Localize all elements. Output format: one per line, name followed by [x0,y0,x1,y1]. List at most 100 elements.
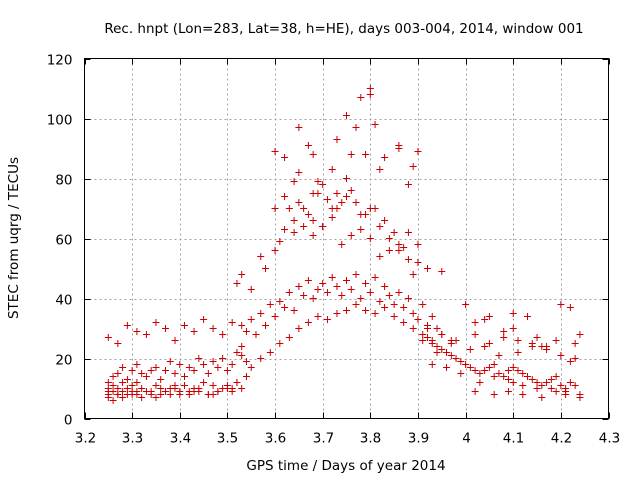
data-point [447,352,455,359]
data-point [223,367,231,374]
data-point [509,379,517,386]
data-point [138,394,146,401]
data-point [109,388,117,395]
data-point [457,370,465,377]
data-point [133,388,141,395]
data-point [538,382,546,389]
data-point [504,388,512,395]
data-point [133,328,141,335]
y-tick-label: 20 [55,353,72,369]
data-point [366,289,374,296]
data-point [381,283,389,290]
data-point [400,244,408,251]
data-point [481,343,489,350]
data-point [247,364,255,371]
data-point [142,331,150,338]
data-point [304,319,312,326]
data-point [524,373,532,380]
data-point [233,280,241,287]
data-point [414,241,422,248]
data-point [257,253,265,260]
data-point [309,232,317,239]
data-point [409,310,417,317]
data-point [281,226,289,233]
data-point [447,337,455,344]
y-axis-label: STEC from uqrg / TECUs [6,157,22,319]
data-point [395,289,403,296]
data-point [371,121,379,128]
data-point [400,304,408,311]
data-point [133,361,141,368]
data-point [319,223,327,230]
data-point [333,190,341,197]
data-point [161,388,169,395]
data-point [471,388,479,395]
data-point [547,385,555,392]
data-point [328,166,336,173]
data-point [485,340,493,347]
data-point [519,370,527,377]
data-point [462,361,470,368]
data-point [109,373,117,380]
data-point [323,316,331,323]
data-point [238,271,246,278]
data-point [309,151,317,158]
data-point [343,175,350,182]
data-point [147,367,155,374]
y-tick-label: 40 [55,293,72,309]
data-point [371,310,379,317]
data-point [519,391,527,398]
data-point [514,349,522,356]
data-point [533,385,541,392]
data-point [414,148,422,155]
data-point [128,367,136,374]
data-point [338,292,346,299]
data-point [309,295,317,302]
data-point [390,313,398,320]
data-point [500,334,508,341]
data-point [285,205,293,212]
data-point [428,313,436,320]
data-point [152,382,160,389]
data-point [433,349,441,356]
data-point [438,346,446,353]
data-point [438,268,446,275]
data-point [395,247,403,254]
data-point [214,388,222,395]
data-point [171,370,179,377]
data-point [152,364,160,371]
data-point [195,385,203,392]
data-point [314,286,322,293]
data-point [366,235,374,242]
data-point [471,331,479,338]
data-point [404,229,412,236]
data-point [300,292,308,299]
data-point [233,349,241,356]
x-tick-label: 3.5 [217,431,238,447]
data-point [109,397,117,404]
data-point [276,340,284,347]
data-point [238,385,246,392]
data-point [123,385,131,392]
data-point [295,283,303,290]
data-point [133,379,141,386]
data-point [114,391,122,398]
data-point [462,301,470,308]
data-point [209,382,217,389]
data-point [209,358,217,365]
data-point [219,331,227,338]
data-point [500,373,508,380]
data-point [242,358,250,365]
data-point [509,364,517,371]
data-point [428,361,436,368]
y-tick-label: 60 [55,233,72,249]
data-point [557,382,565,389]
data-point [266,349,274,356]
data-point [285,289,293,296]
data-point [352,124,360,131]
data-point [481,316,489,323]
data-point [271,247,279,254]
data-point [566,358,574,365]
data-point [423,334,431,341]
data-point [528,340,536,347]
